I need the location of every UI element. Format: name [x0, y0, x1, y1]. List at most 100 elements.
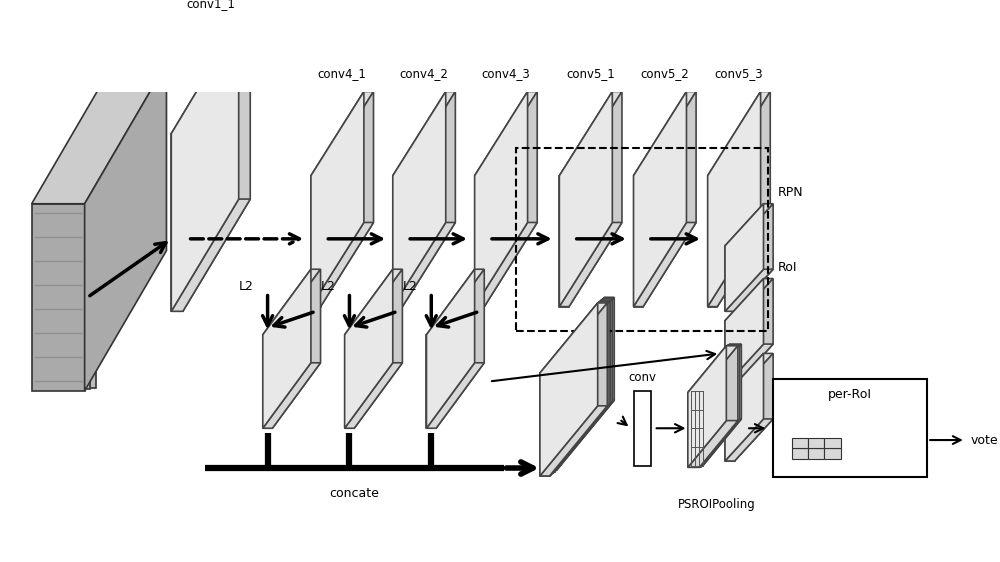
- Polygon shape: [559, 92, 622, 176]
- Bar: [773, 379, 927, 477]
- Polygon shape: [426, 363, 484, 428]
- Text: conv5_1: conv5_1: [566, 67, 615, 80]
- Polygon shape: [690, 345, 740, 392]
- Polygon shape: [171, 21, 250, 134]
- Text: conv5_2: conv5_2: [640, 67, 689, 80]
- Text: conv: conv: [628, 371, 656, 384]
- Text: conv1_1: conv1_1: [186, 0, 235, 10]
- Polygon shape: [688, 420, 738, 468]
- Polygon shape: [393, 92, 455, 176]
- Polygon shape: [555, 299, 613, 472]
- Polygon shape: [725, 396, 735, 461]
- Polygon shape: [703, 344, 741, 466]
- Polygon shape: [551, 301, 609, 474]
- Polygon shape: [735, 279, 773, 386]
- Polygon shape: [540, 373, 550, 476]
- Polygon shape: [691, 419, 741, 466]
- Bar: [824, 448, 841, 459]
- Polygon shape: [634, 391, 651, 466]
- Polygon shape: [725, 353, 764, 461]
- Text: L2: L2: [403, 280, 418, 293]
- Polygon shape: [475, 92, 528, 307]
- Text: vote: vote: [971, 433, 998, 447]
- Polygon shape: [311, 176, 321, 307]
- Polygon shape: [311, 92, 374, 176]
- Polygon shape: [354, 269, 402, 428]
- Polygon shape: [475, 176, 484, 307]
- Polygon shape: [543, 300, 601, 473]
- Polygon shape: [263, 269, 321, 335]
- Text: L2: L2: [321, 280, 336, 293]
- Polygon shape: [545, 299, 603, 472]
- Polygon shape: [393, 176, 402, 307]
- Polygon shape: [545, 299, 613, 369]
- Polygon shape: [545, 402, 613, 472]
- Polygon shape: [426, 335, 436, 428]
- Bar: [824, 438, 841, 448]
- Polygon shape: [725, 279, 764, 386]
- Text: RoI: RoI: [778, 261, 797, 274]
- Text: per-RoI: per-RoI: [828, 388, 872, 401]
- Polygon shape: [547, 297, 605, 470]
- Polygon shape: [32, 204, 85, 391]
- Polygon shape: [634, 176, 643, 307]
- Polygon shape: [725, 419, 773, 461]
- Polygon shape: [550, 303, 607, 476]
- Text: conv4_2: conv4_2: [400, 67, 449, 80]
- Polygon shape: [540, 303, 598, 476]
- Bar: [792, 438, 808, 448]
- Polygon shape: [436, 269, 484, 428]
- Polygon shape: [691, 391, 703, 466]
- Polygon shape: [701, 345, 740, 466]
- Polygon shape: [43, 201, 96, 388]
- Polygon shape: [426, 269, 484, 335]
- Text: concate: concate: [329, 487, 379, 500]
- Polygon shape: [725, 204, 764, 311]
- Polygon shape: [32, 64, 166, 204]
- Polygon shape: [725, 353, 773, 396]
- Polygon shape: [345, 335, 354, 428]
- Polygon shape: [426, 269, 475, 428]
- Polygon shape: [543, 403, 611, 473]
- Polygon shape: [545, 369, 555, 472]
- Polygon shape: [559, 92, 612, 307]
- Polygon shape: [321, 92, 374, 307]
- Polygon shape: [725, 269, 773, 311]
- Polygon shape: [725, 279, 773, 321]
- Polygon shape: [699, 346, 738, 468]
- Polygon shape: [559, 223, 622, 307]
- Polygon shape: [542, 405, 609, 474]
- Polygon shape: [556, 297, 614, 470]
- Polygon shape: [691, 344, 730, 466]
- Polygon shape: [183, 21, 250, 311]
- Polygon shape: [345, 269, 402, 335]
- Polygon shape: [688, 346, 738, 392]
- Polygon shape: [725, 204, 773, 246]
- Polygon shape: [708, 92, 761, 307]
- Polygon shape: [263, 269, 311, 428]
- Bar: [792, 448, 808, 459]
- Polygon shape: [725, 344, 773, 386]
- Polygon shape: [547, 368, 556, 470]
- Polygon shape: [345, 269, 393, 428]
- Text: RPN: RPN: [778, 186, 804, 199]
- Text: PSROIPooling: PSROIPooling: [677, 498, 755, 511]
- Polygon shape: [690, 420, 740, 466]
- Text: conv4_1: conv4_1: [318, 67, 367, 80]
- Polygon shape: [171, 21, 239, 311]
- Polygon shape: [272, 269, 321, 428]
- Polygon shape: [735, 204, 773, 311]
- Polygon shape: [345, 363, 402, 428]
- Polygon shape: [540, 406, 607, 476]
- Polygon shape: [542, 301, 599, 474]
- Polygon shape: [708, 92, 770, 176]
- Polygon shape: [634, 223, 696, 307]
- Polygon shape: [263, 335, 272, 428]
- Polygon shape: [690, 345, 728, 466]
- Polygon shape: [543, 300, 611, 370]
- Polygon shape: [171, 134, 183, 311]
- Bar: [808, 438, 824, 448]
- Polygon shape: [634, 92, 696, 176]
- Polygon shape: [735, 353, 773, 461]
- Polygon shape: [171, 199, 250, 311]
